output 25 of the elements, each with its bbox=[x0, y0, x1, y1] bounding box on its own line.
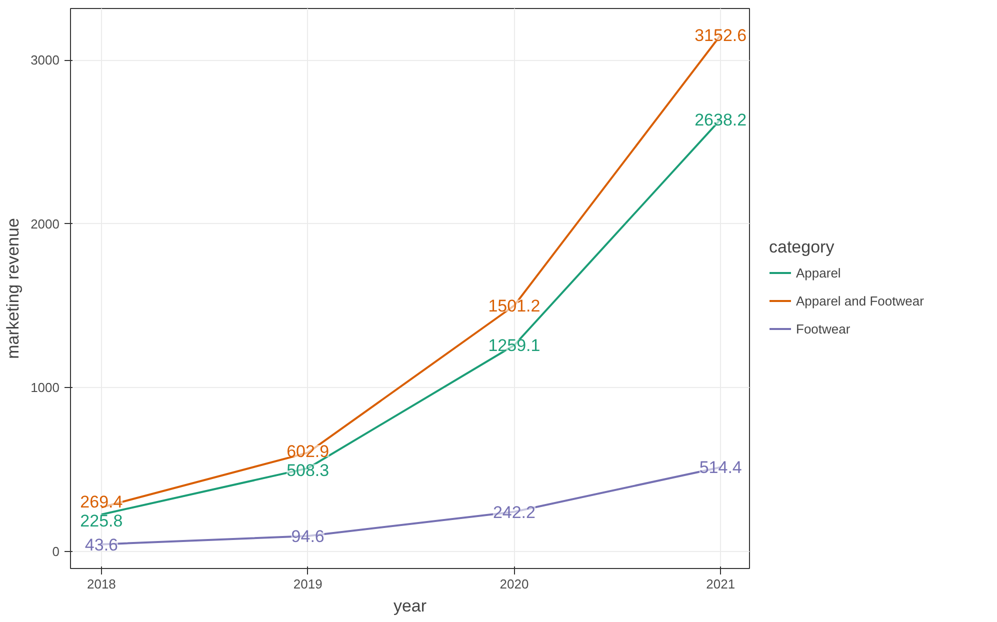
data-label: 508.3 bbox=[286, 460, 330, 480]
y-tick-label: 3000 bbox=[30, 52, 60, 68]
data-label: 1501.2 bbox=[488, 296, 540, 316]
legend-title: category bbox=[769, 238, 836, 258]
legend-label: Apparel bbox=[796, 265, 841, 280]
x-tick-label: 2020 bbox=[500, 576, 529, 592]
legend-label: Footwear bbox=[796, 321, 850, 336]
data-label: 225.8 bbox=[80, 511, 123, 530]
y-tick-label: 1000 bbox=[30, 380, 60, 396]
y-axis-title: marketing revenue bbox=[4, 218, 23, 359]
data-label: 242.2 bbox=[492, 502, 536, 522]
x-tick-label: 2019 bbox=[293, 576, 322, 592]
data-label: 514.4 bbox=[699, 458, 742, 478]
data-label: 2638.2 bbox=[694, 110, 747, 130]
data-label: 269.4 bbox=[80, 492, 123, 512]
legend-label: Apparel and Footwear bbox=[796, 293, 924, 308]
y-tick-label: 2000 bbox=[30, 216, 60, 232]
data-label: 3152.6 bbox=[694, 26, 747, 46]
y-tick-label: 0 bbox=[52, 544, 60, 559]
data-label: 43.6 bbox=[84, 535, 118, 554]
x-tick-label: 2021 bbox=[706, 576, 736, 592]
data-label: 1259.1 bbox=[488, 336, 540, 356]
x-tick-label: 2018 bbox=[86, 576, 116, 592]
x-axis-title: year bbox=[393, 596, 427, 616]
data-label: 602.9 bbox=[286, 442, 330, 461]
